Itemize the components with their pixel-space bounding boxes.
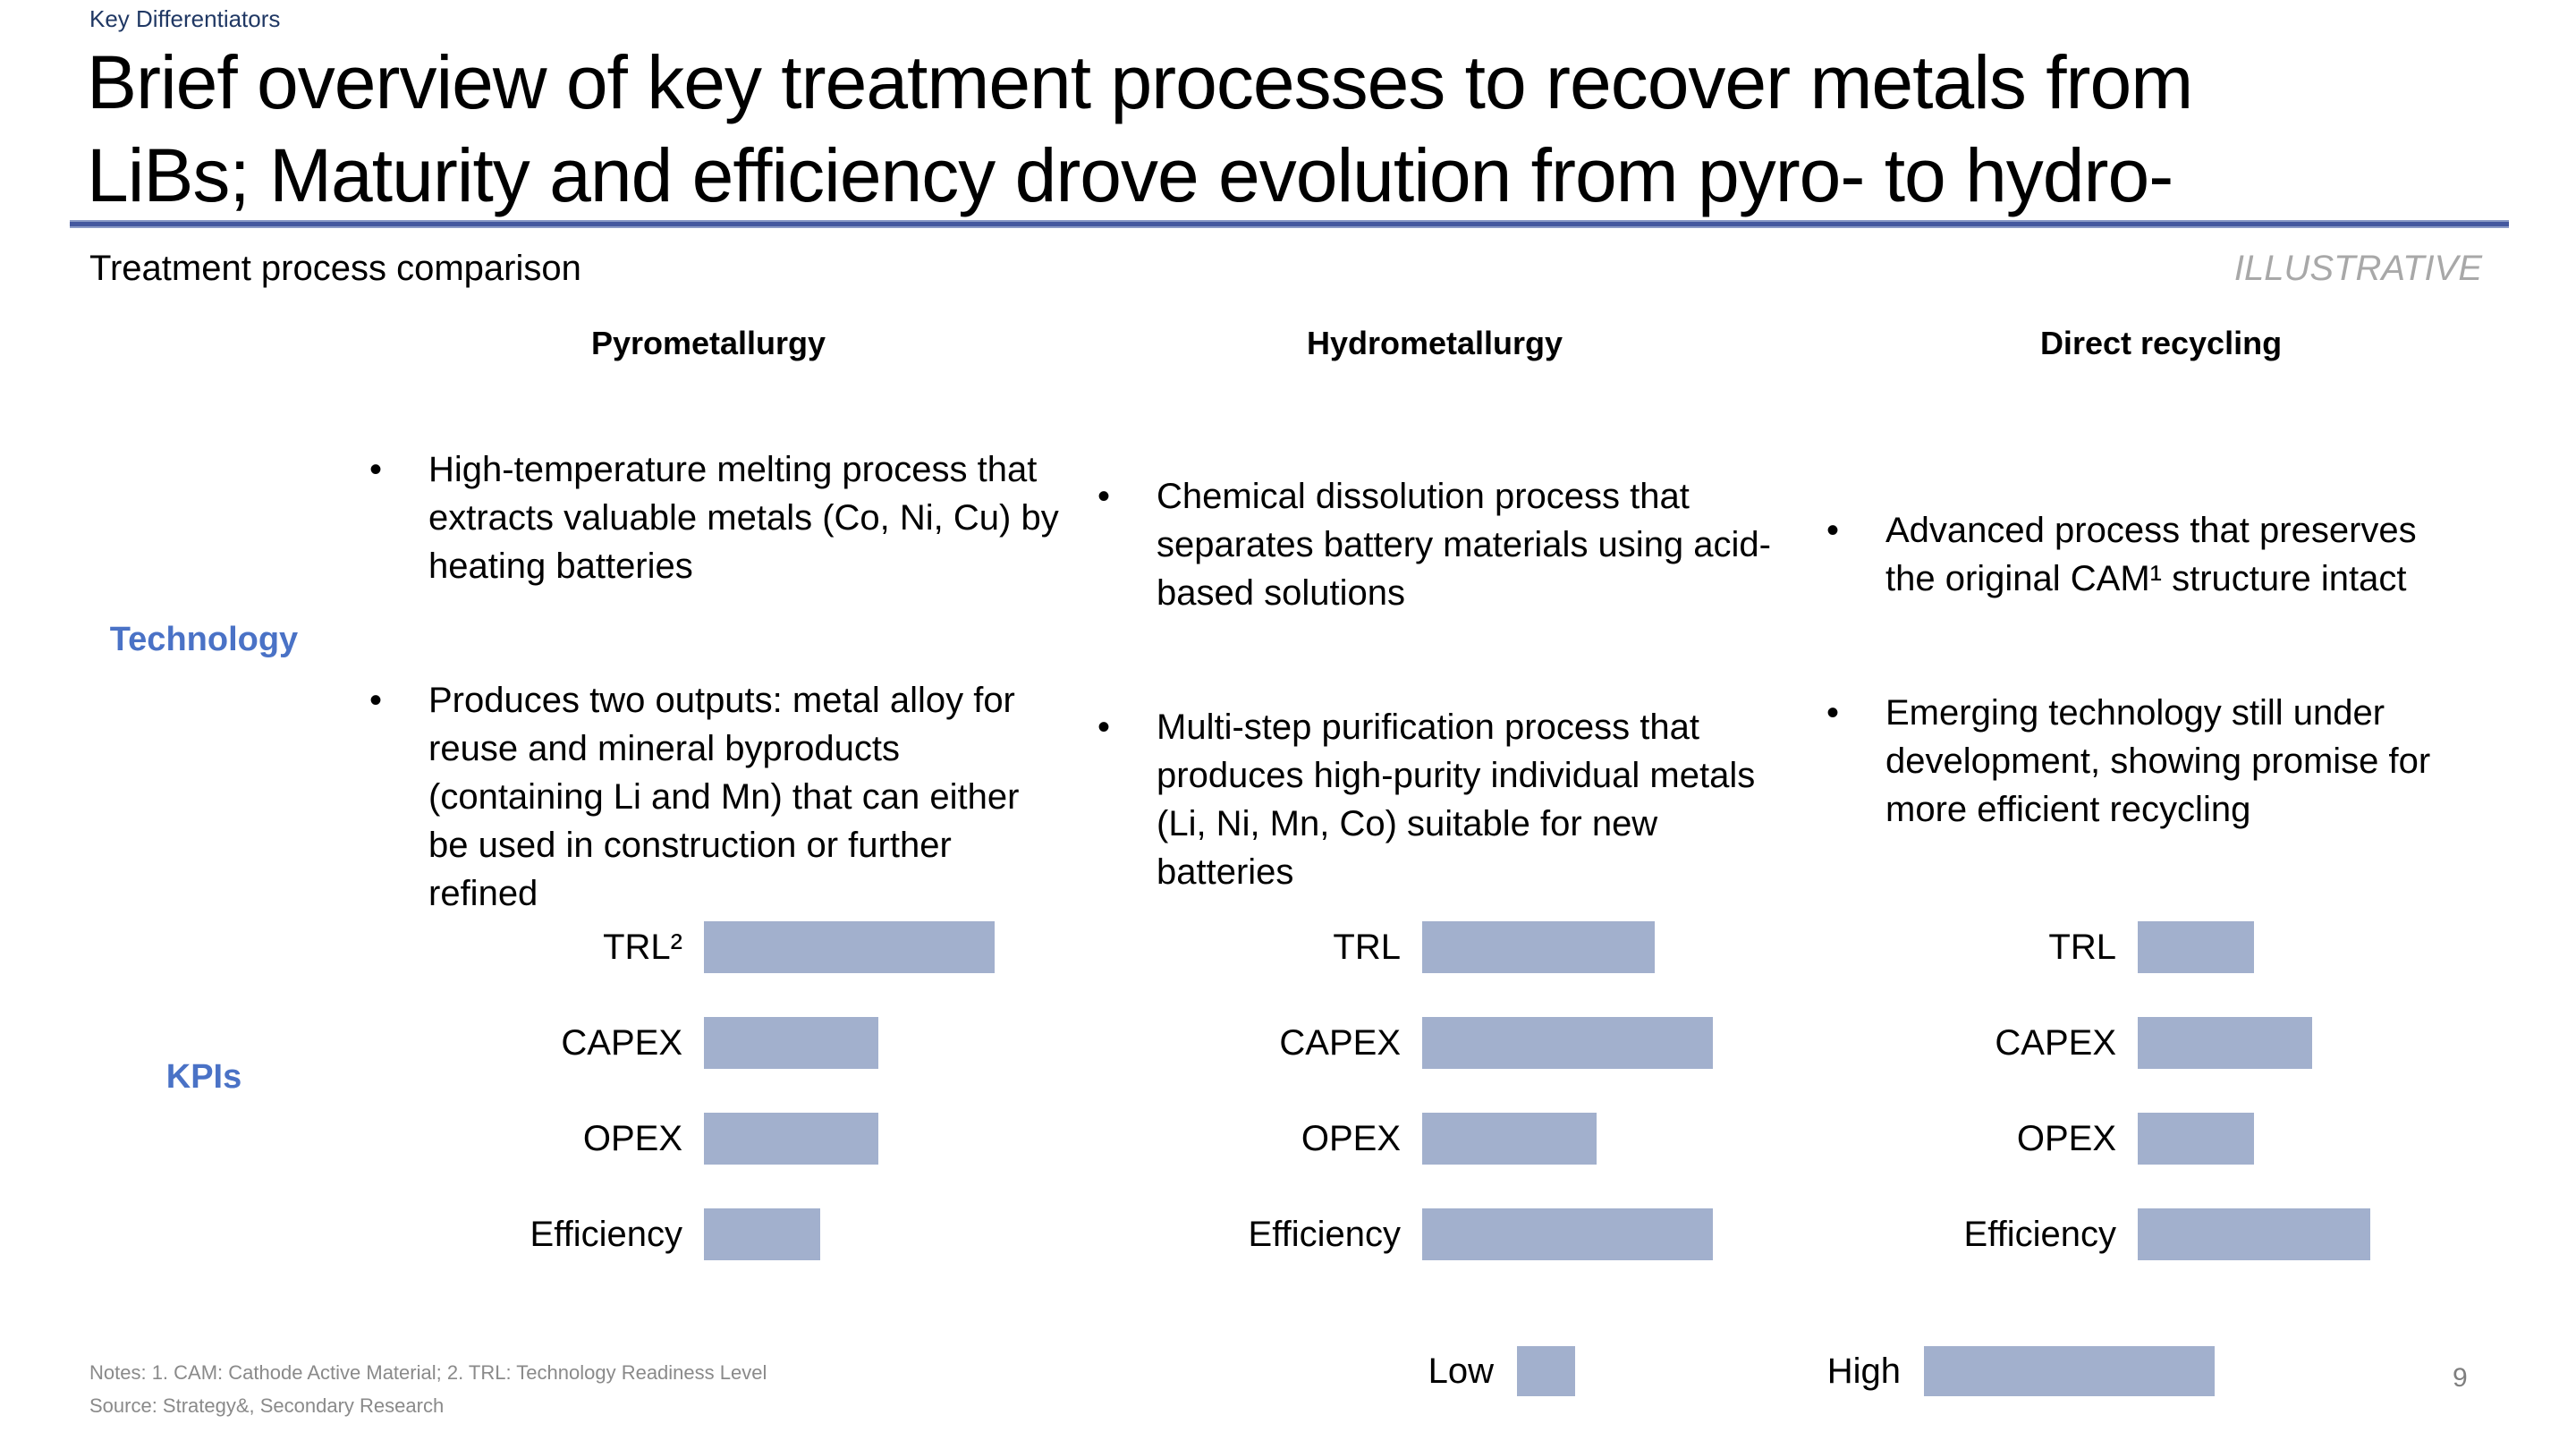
- kpi-group-pyrometallurgy: TRL² CAPEX OPEX Efficiency: [459, 921, 995, 1304]
- row-label-kpis: KPIs: [165, 1058, 242, 1096]
- bullet-item: High-temperature melting process that ex…: [369, 445, 1063, 590]
- kpi-bar-trl: [1422, 921, 1655, 973]
- kpi-label-opex: OPEX: [2016, 1118, 2116, 1158]
- eyebrow-label: Key Differentiators: [89, 5, 281, 32]
- illustrative-tag: ILLUSTRATIVE: [2233, 249, 2482, 288]
- legend-label-high: High: [1826, 1351, 1901, 1391]
- kpi-bar-capex: [2138, 1017, 2312, 1069]
- kpi-row-trl: TRL²: [459, 921, 995, 973]
- kpi-group-direct-recycling: TRL CAPEX OPEX Efficiency: [1893, 921, 2370, 1304]
- kpi-label-efficiency: Efficiency: [1963, 1214, 2116, 1254]
- legend-bar-high: [1924, 1346, 2215, 1396]
- bullet-item: Multi-step purification process that pro…: [1097, 703, 1775, 896]
- section-subtitle: Treatment process comparison: [89, 249, 581, 288]
- kpi-label-opex: OPEX: [582, 1118, 682, 1158]
- kpi-label-trl: TRL²: [603, 927, 682, 967]
- title-divider: [70, 220, 2509, 228]
- kpi-row-trl: TRL: [1177, 921, 1713, 973]
- kpi-row-capex: CAPEX: [1893, 1017, 2370, 1069]
- kpi-bar-trl: [2138, 921, 2254, 973]
- kpi-label-capex: CAPEX: [1279, 1022, 1401, 1063]
- row-label-technology: Technology: [109, 621, 299, 658]
- kpi-row-efficiency: Efficiency: [1177, 1208, 1713, 1260]
- kpi-label-efficiency: Efficiency: [530, 1214, 682, 1254]
- kpi-bar-capex: [704, 1017, 878, 1069]
- kpi-label-capex: CAPEX: [561, 1022, 682, 1063]
- kpi-row-efficiency: Efficiency: [459, 1208, 995, 1260]
- bullet-list-direct-recycling: Advanced process that preserves the orig…: [1826, 506, 2467, 834]
- page-number: 9: [2453, 1363, 2468, 1393]
- footnote-source: Source: Strategy&, Secondary Research: [89, 1394, 445, 1417]
- kpi-label-efficiency: Efficiency: [1248, 1214, 1401, 1254]
- page-title-line2: LiBs; Maturity and efficiency drove evol…: [87, 133, 2174, 217]
- kpi-bar-opex: [1422, 1113, 1597, 1165]
- kpi-row-opex: OPEX: [1177, 1113, 1713, 1165]
- kpi-label-trl: TRL: [2048, 927, 2116, 967]
- column-header-hydrometallurgy: Hydrometallurgy: [1306, 325, 1563, 361]
- kpi-label-trl: TRL: [1333, 927, 1401, 967]
- kpi-bar-trl: [704, 921, 995, 973]
- legend-item-low: Low: [1395, 1346, 1575, 1396]
- legend-item-high: High: [1789, 1346, 2215, 1396]
- kpi-row-capex: CAPEX: [459, 1017, 995, 1069]
- legend-label-low: Low: [1428, 1351, 1494, 1391]
- kpi-label-opex: OPEX: [1301, 1118, 1401, 1158]
- kpi-bar-opex: [2138, 1113, 2254, 1165]
- kpi-bar-opex: [704, 1113, 878, 1165]
- kpi-scale-legend: Low High: [0, 1346, 2576, 1396]
- kpi-bar-efficiency: [1422, 1208, 1713, 1260]
- page-title-line1: Brief overview of key treatment processe…: [87, 40, 2193, 124]
- bullet-item: Advanced process that preserves the orig…: [1826, 506, 2467, 603]
- page-title: Brief overview of key treatment processe…: [87, 36, 2520, 222]
- kpi-bar-capex: [1422, 1017, 1713, 1069]
- bullet-item: Chemical dissolution process that separa…: [1097, 472, 1775, 617]
- column-header-direct-recycling: Direct recycling: [2039, 325, 2283, 361]
- kpi-row-trl: TRL: [1893, 921, 2370, 973]
- kpi-row-opex: OPEX: [459, 1113, 995, 1165]
- bullet-list-hydrometallurgy: Chemical dissolution process that separa…: [1097, 472, 1775, 896]
- bullet-list-pyrometallurgy: High-temperature melting process that ex…: [369, 445, 1063, 918]
- column-header-pyrometallurgy: Pyrometallurgy: [590, 325, 826, 361]
- footnotes: Notes: 1. CAM: Cathode Active Material; …: [89, 1356, 767, 1422]
- kpi-label-capex: CAPEX: [1995, 1022, 2116, 1063]
- legend-bar-low: [1517, 1346, 1575, 1396]
- bullet-item: Produces two outputs: metal alloy for re…: [369, 676, 1063, 918]
- kpi-group-hydrometallurgy: TRL CAPEX OPEX Efficiency: [1177, 921, 1713, 1304]
- kpi-bar-efficiency: [2138, 1208, 2370, 1260]
- kpi-bar-efficiency: [704, 1208, 820, 1260]
- kpi-row-capex: CAPEX: [1177, 1017, 1713, 1069]
- kpi-row-opex: OPEX: [1893, 1113, 2370, 1165]
- kpi-row-efficiency: Efficiency: [1893, 1208, 2370, 1260]
- footnote-notes: Notes: 1. CAM: Cathode Active Material; …: [89, 1361, 767, 1384]
- bullet-item: Emerging technology still under developm…: [1826, 689, 2467, 834]
